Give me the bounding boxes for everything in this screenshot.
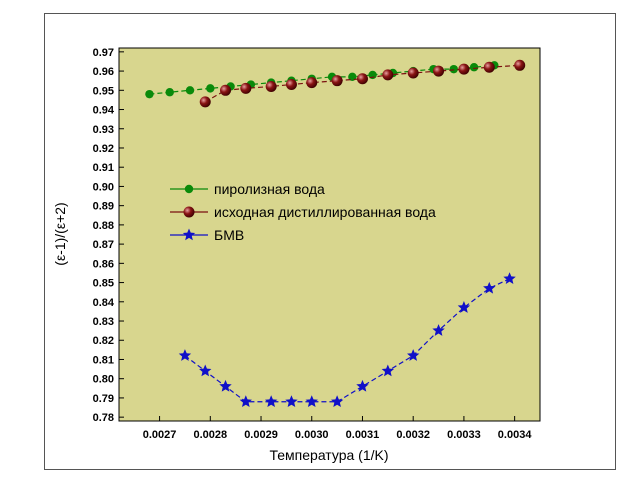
- y-tick-label: 0.88: [93, 220, 114, 232]
- y-tick-label: 0.78: [93, 412, 114, 424]
- y-tick-label: 0.91: [93, 162, 114, 174]
- data-point: [356, 379, 369, 392]
- legend-marker: [182, 228, 196, 241]
- data-point: [219, 379, 232, 392]
- y-tick-label: 0.95: [93, 85, 114, 97]
- data-point: [382, 69, 394, 81]
- y-tick-label: 0.96: [93, 66, 114, 78]
- data-point: [514, 59, 526, 71]
- y-tick-label: 0.92: [93, 143, 114, 155]
- data-point: [265, 80, 277, 92]
- y-tick-label: 0.89: [93, 201, 114, 213]
- data-point: [432, 324, 445, 336]
- y-tick-label: 0.94: [93, 105, 115, 117]
- series-2: [199, 59, 526, 108]
- data-point: [457, 301, 471, 313]
- data-point: [199, 96, 211, 108]
- data-point: [264, 395, 278, 408]
- data-point: [199, 364, 212, 377]
- x-tick-label: 0.0029: [244, 429, 278, 441]
- x-tick-label: 0.0033: [447, 429, 481, 441]
- data-point: [356, 73, 368, 85]
- data-point: [220, 84, 232, 96]
- y-tick-label: 0.80: [93, 374, 114, 386]
- y-tick-label: 0.86: [93, 258, 114, 270]
- x-tick-label: 0.0032: [396, 429, 430, 441]
- data-point: [407, 67, 419, 79]
- data-point: [145, 89, 154, 99]
- x-tick-label: 0.0030: [295, 429, 329, 441]
- data-point: [239, 395, 252, 408]
- data-point: [330, 395, 344, 408]
- data-point: [178, 349, 192, 361]
- data-point: [483, 61, 495, 73]
- x-tick-label: 0.0034: [498, 429, 533, 441]
- data-point: [469, 63, 479, 72]
- y-tick-label: 0.85: [93, 278, 114, 290]
- data-point: [483, 281, 496, 294]
- series-3: [178, 272, 516, 408]
- data-point: [433, 65, 445, 77]
- x-tick-label: 0.0028: [193, 429, 227, 441]
- y-tick-label: 0.82: [93, 335, 114, 347]
- y-axis-title: (ε-1)/(ε+2): [52, 202, 68, 265]
- legend-marker: [183, 206, 195, 218]
- y-tick-label: 0.93: [93, 124, 114, 136]
- data-point: [285, 395, 298, 408]
- data-point: [331, 75, 343, 87]
- y-tick-label: 0.79: [93, 393, 114, 405]
- y-tick-label: 0.83: [93, 316, 114, 328]
- data-point: [381, 364, 395, 377]
- legend-label: БМВ: [214, 227, 244, 243]
- y-tick-label: 0.87: [93, 239, 114, 251]
- legend-label: пиролизная вода: [214, 181, 325, 197]
- legend-label: исходная дистиллированная вода: [214, 204, 436, 220]
- y-tick-label: 0.84: [93, 297, 115, 309]
- series-layer: [145, 59, 526, 408]
- data-point: [449, 64, 458, 74]
- data-point: [306, 77, 318, 89]
- data-point: [285, 79, 297, 91]
- legend: пиролизная вода исходная дистиллированная…: [170, 181, 436, 243]
- data-point: [503, 272, 516, 284]
- axis-ticks: 0.0027 0.0028 0.0029 0.0030 0.0031 0.0032 0.00…: [93, 47, 533, 441]
- series-line: [184, 278, 510, 403]
- x-tick-label: 0.0031: [346, 429, 380, 441]
- x-tick-label: 0.0027: [143, 429, 177, 441]
- data-point: [185, 86, 195, 95]
- y-tick-label: 0.81: [93, 354, 114, 366]
- data-point: [165, 88, 174, 97]
- y-tick-label: 0.97: [93, 47, 114, 59]
- data-point: [240, 82, 252, 94]
- legend-marker: [184, 184, 194, 194]
- data-point: [305, 395, 318, 408]
- data-point: [458, 63, 470, 75]
- y-tick-label: 0.90: [93, 181, 114, 193]
- data-point: [206, 84, 215, 93]
- x-axis-title: Температура (1/K): [269, 447, 388, 463]
- data-point: [407, 349, 420, 361]
